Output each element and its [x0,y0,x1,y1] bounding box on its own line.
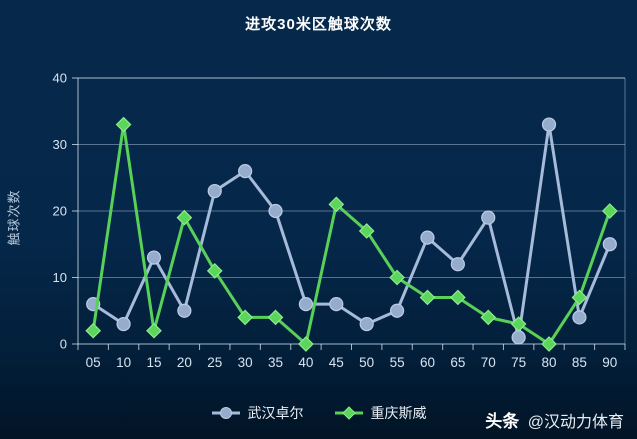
x-tick-label: 20 [177,355,192,370]
data-point-marker [329,297,344,312]
data-point-marker [267,309,284,326]
series-line-0 [91,123,612,339]
data-point-marker [511,330,526,345]
x-tick-label: 35 [268,355,283,370]
x-tick-label: 70 [481,355,496,370]
data-point-marker [177,303,192,318]
data-point-marker [115,116,132,133]
data-point-marker [85,322,102,339]
data-point-marker [238,164,253,179]
y-tick-label: 40 [53,71,67,86]
x-tick-label: 45 [329,355,344,370]
data-point-marker [419,289,436,306]
data-point-marker [328,196,345,213]
x-tick-label: 30 [238,355,253,370]
legend-item-label: 武汉卓尔 [247,405,304,421]
x-tick-label: 40 [298,355,313,370]
data-point-marker [541,336,557,352]
data-point-marker [207,183,222,199]
x-tick-label: 55 [390,355,405,370]
watermark-brand: 头条 [485,412,520,431]
legend-item-chongqing[interactable]: 重庆斯威 [334,403,427,423]
data-point-marker [481,210,496,225]
x-tick-label: 75 [511,355,526,370]
data-point-marker [389,269,405,286]
x-tick-label: 80 [542,355,557,370]
y-tick-label: 0 [60,337,67,352]
data-point-marker [298,297,314,312]
x-tick-label: 60 [420,355,435,370]
legend: 武汉卓尔 重庆斯威 [0,403,637,423]
x-tick-label: 15 [146,355,161,370]
chart-title: 进攻30米区触球次数 [245,16,392,33]
chart-canvas: 0 10 20 30 40 05 10 15 20 25 30 35 40 45 50 55 60 65 70 75 8… [53,71,626,370]
series-line-1 [91,123,612,346]
data-point-marker [450,257,465,272]
data-point-marker [601,203,618,219]
line-diamond-marker-icon [334,406,363,420]
x-tick-label: 05 [86,355,101,370]
data-point-marker [358,223,375,239]
watermark: 头条 @汉动力体育 [485,407,624,432]
legend-item-label: 重庆斯威 [370,405,427,421]
data-point-marker [206,263,223,279]
x-tick-label: 10 [116,355,131,370]
data-point-marker [572,310,587,325]
x-tick-label: 85 [572,355,587,370]
line-circle-marker-icon [211,407,240,419]
x-tick-label: 25 [207,355,222,370]
data-point-marker [541,117,557,132]
data-point-marker [237,309,253,326]
x-tick-label: 65 [450,355,465,370]
legend-item-wuhan[interactable]: 武汉卓尔 [211,403,304,423]
watermark-handle: @汉动力体育 [527,414,624,431]
data-point-marker [389,303,405,318]
x-tick-label: 50 [359,355,374,370]
x-tick-label: 90 [602,355,617,370]
data-point-marker [116,316,131,332]
data-point-marker [359,316,374,332]
y-tick-label: 30 [53,137,67,152]
data-point-marker [146,250,162,265]
y-tick-label: 20 [53,204,67,219]
data-point-marker [602,237,617,252]
data-point-marker [480,309,497,326]
data-point-marker [510,316,527,332]
data-point-marker [268,203,283,219]
data-point-marker [420,230,435,245]
data-point-marker [571,289,588,306]
data-point-marker [146,322,162,339]
y-tick-label: 10 [53,270,67,285]
data-point-marker [298,336,314,352]
data-point-marker [450,289,466,306]
data-point-marker [176,209,193,226]
